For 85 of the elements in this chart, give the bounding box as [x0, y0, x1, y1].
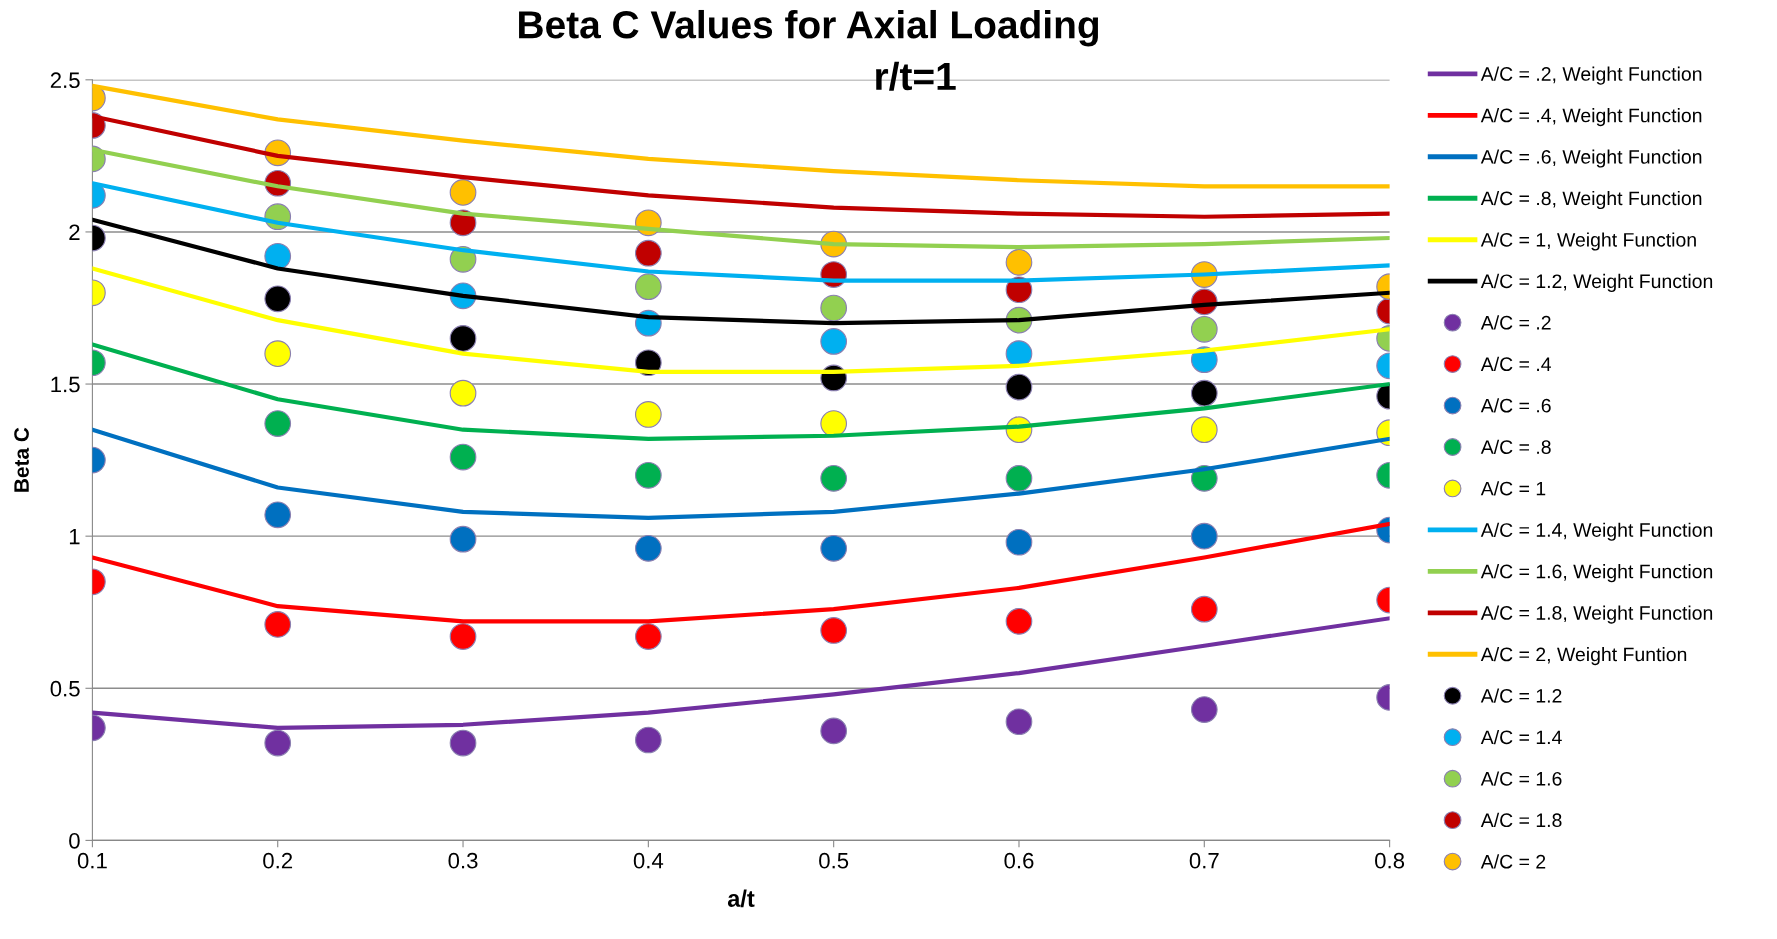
point: [264, 340, 292, 367]
x-tick-label: 0.8: [1375, 852, 1405, 869]
y-tick-label: 2.5: [50, 72, 80, 89]
point: [1005, 708, 1033, 736]
point: [820, 465, 848, 492]
point: [634, 461, 662, 489]
point: [820, 328, 848, 355]
legend-label: A/C = .2: [1480, 315, 1551, 330]
x-tick-label: 0.2: [263, 852, 293, 869]
x-tick-label: 0.3: [448, 852, 478, 869]
point: [1005, 465, 1033, 492]
legend-label: A/C = 1: [1480, 481, 1546, 496]
point: [820, 534, 848, 562]
line-series: [92, 266, 1390, 374]
legend-label: A/C = 1.4: [1480, 729, 1562, 745]
point: [449, 729, 477, 757]
legend-label: A/C = 1.6, Weight Function: [1480, 564, 1713, 583]
legend-label: A/C = 2, Weight Funtion: [1480, 647, 1687, 666]
point: [1005, 607, 1033, 635]
point: [1190, 379, 1218, 407]
point: [264, 729, 292, 757]
legend-label: A/C = .8: [1480, 439, 1551, 454]
point: [1005, 373, 1033, 401]
point: [449, 325, 477, 352]
point: [1190, 416, 1218, 444]
legend-label: A/C = .6, Weight Function: [1480, 149, 1702, 168]
y-tick-label: 0.5: [50, 680, 80, 697]
x-tick-label: 0.7: [1189, 852, 1219, 869]
legend-label: A/C = 1.8: [1480, 812, 1562, 828]
legend-label: A/C = .6: [1480, 398, 1551, 413]
legend-label: A/C = 1, Weight Function: [1480, 232, 1696, 251]
point: [264, 611, 292, 638]
chart-title: Beta C Values for Axial Loading: [519, 9, 1099, 47]
legend-label: A/C = 1.4, Weight Function: [1480, 522, 1713, 541]
legend-label: A/C = 2: [1480, 854, 1546, 869]
x-tick-label: 0.1: [77, 852, 107, 869]
y-tick-label: 0: [69, 832, 80, 849]
point: [449, 379, 477, 407]
point: [1190, 315, 1218, 343]
line-series: [92, 114, 1390, 219]
point: [820, 617, 848, 644]
point: [634, 401, 662, 428]
x-tick-label: 0.6: [1004, 852, 1034, 869]
point: [264, 501, 292, 529]
point: [1005, 248, 1033, 276]
legend-label: A/C = 1.2: [1480, 688, 1562, 703]
y-tick-label: 2: [69, 224, 80, 240]
y-tick-label: 1: [69, 528, 80, 545]
point: [449, 525, 477, 553]
point: [264, 242, 292, 270]
chart-subtitle: r/t=1: [876, 61, 956, 91]
x-axis-title: a/t: [727, 889, 755, 908]
point: [449, 443, 477, 471]
line-series: [92, 147, 1390, 250]
point: [264, 285, 292, 313]
line-series: [92, 217, 1390, 326]
legend-label: A/C = .4, Weight Function: [1480, 108, 1702, 127]
point: [1005, 528, 1033, 556]
point: [820, 410, 848, 437]
legend-label: A/C = 1.6: [1480, 771, 1562, 786]
point: [634, 623, 662, 650]
y-tick-label: 1.5: [51, 376, 80, 393]
point: [820, 294, 848, 322]
point: [634, 273, 662, 301]
legend-label: A/C = .2, Weight Function: [1480, 66, 1702, 85]
point: [1190, 696, 1218, 723]
point: [634, 239, 662, 267]
point: [634, 534, 662, 562]
legend-label: A/C = 1.8, Weight Function: [1480, 605, 1713, 624]
x-tick-label: 0.4: [633, 852, 664, 869]
line-series: [92, 342, 1390, 441]
x-tick-label: 0.5: [819, 852, 849, 869]
point: [1190, 595, 1218, 623]
point: [449, 179, 477, 206]
legend-label: A/C = .8, Weight Function: [1480, 190, 1702, 210]
point: [264, 410, 292, 437]
point: [634, 726, 662, 754]
y-axis-title: Beta C: [14, 427, 29, 492]
point: [449, 623, 477, 650]
line-series: [92, 181, 1390, 283]
point: [1005, 340, 1033, 367]
legend-label: A/C = .4: [1480, 356, 1551, 372]
point: [820, 717, 848, 745]
point: [1190, 522, 1218, 550]
legend-label: A/C = 1.2, Weight Function: [1480, 273, 1713, 292]
